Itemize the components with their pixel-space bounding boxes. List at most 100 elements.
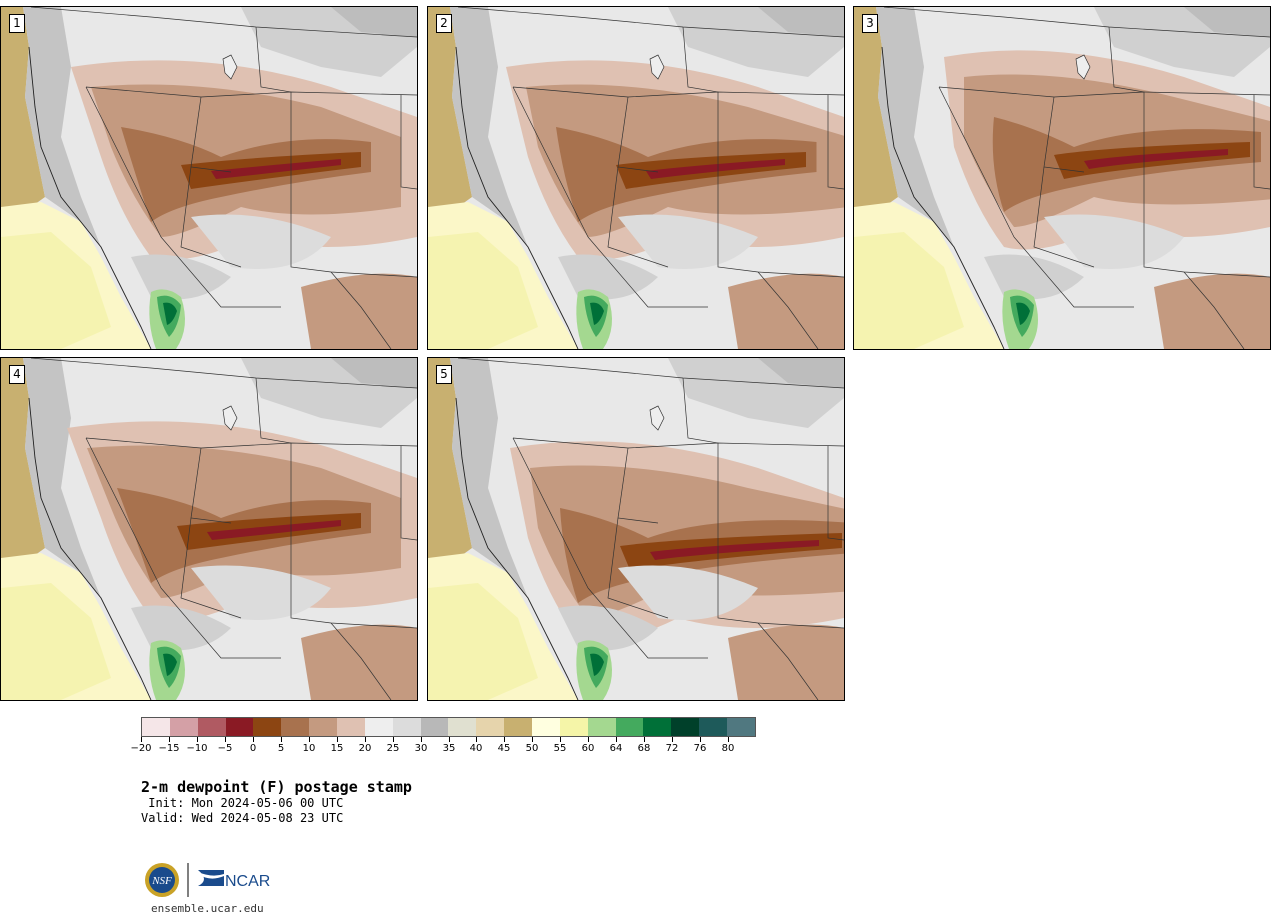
great-salt-lake: [1075, 54, 1091, 80]
colorbar-swatch: [225, 718, 254, 736]
colorbar-tick-label: 45: [497, 743, 511, 754]
colorbar-swatch: [671, 718, 700, 736]
dewpoint-map-1: [1, 7, 417, 349]
colorbar-tick: [393, 737, 394, 742]
extreme-dry-core: [1084, 149, 1228, 169]
state-boundaries: [30, 7, 417, 349]
colorbar-tick: [197, 737, 198, 742]
coastline: [455, 46, 579, 349]
panel-label: 5: [436, 365, 452, 384]
colorbar-tick: [588, 737, 589, 742]
colorbar-swatch: [309, 718, 338, 736]
colorbar-swatch: [337, 718, 365, 736]
offshore-moist-area: [428, 232, 538, 349]
gulf-moisture-peak: [590, 653, 604, 676]
dewpoint-map-3: [854, 7, 1270, 349]
colorbar-swatch: [699, 718, 728, 736]
ensemble-member-panel-2: 2: [427, 6, 845, 350]
colorbar-tick-label: 55: [553, 743, 567, 754]
southern-gray-swath: [558, 254, 658, 300]
colorbar-tick-label: 10: [302, 743, 316, 754]
southeast-dry-patch: [728, 273, 844, 349]
colorbar-tick: [281, 737, 282, 742]
colorbar-tick: [616, 737, 617, 742]
colorbar-swatch: [587, 718, 616, 736]
state-boundaries: [457, 358, 844, 700]
coastal-band: [450, 7, 528, 247]
gulf-moisture-peak: [590, 302, 604, 325]
ncar-logo: NCAR: [198, 870, 270, 890]
state-boundaries: [457, 7, 844, 349]
mid-gray-swath: [1044, 214, 1184, 269]
colorbar-tick: [169, 737, 170, 742]
colorbar-swatch: [364, 718, 393, 736]
nsf-logo-text: NSF: [151, 875, 172, 887]
colorbar-tick: [337, 737, 338, 742]
state-boundaries: [883, 7, 1270, 349]
colorbar-tick: [644, 737, 645, 742]
footer-url: ensemble.ucar.edu: [151, 902, 264, 915]
colorbar-tick: [728, 737, 729, 742]
pacific-ocean: [1, 358, 45, 563]
colorbar-tick-label: 30: [414, 743, 428, 754]
colorbar-tick: [253, 737, 254, 742]
southeast-dry-patch: [301, 273, 417, 349]
colorbar-swatch: [727, 718, 755, 736]
offshore-moist-area: [1, 583, 111, 700]
colorbar-tick-label: 60: [581, 743, 595, 754]
colorbar-tick-label: 50: [525, 743, 539, 754]
colorbar-swatch: [142, 718, 170, 736]
colorbar-tick: [504, 737, 505, 742]
pacific-ocean: [428, 7, 472, 212]
southeast-dry-patch: [301, 624, 417, 700]
ensemble-member-panel-5: 5: [427, 357, 845, 701]
pacific-ocean: [854, 7, 898, 212]
colorbar-tick-label: 15: [330, 743, 344, 754]
colorbar-tick: [532, 737, 533, 742]
colorbar-swatch: [169, 718, 198, 736]
init-time: Init: Mon 2024-05-06 00 UTC: [141, 796, 344, 810]
colorbar-tick-label: 5: [277, 743, 285, 754]
coastline: [28, 46, 152, 349]
colorbar-swatch: [420, 718, 449, 736]
colorbar-tick: [560, 737, 561, 742]
southern-gray-swath: [558, 605, 658, 651]
colorbar-swatch: [643, 718, 672, 736]
north-gray-patch: [1184, 7, 1270, 37]
colorbar-tick-label: −20: [130, 743, 152, 754]
southern-gray-swath: [131, 254, 231, 300]
colorbar-swatch: [559, 718, 588, 736]
panel-label: 1: [9, 14, 25, 33]
colorbar-tick-label: 68: [637, 743, 651, 754]
coastal-band: [450, 358, 528, 598]
colorbar-tick-label: 35: [442, 743, 456, 754]
north-gray-patch: [758, 358, 844, 388]
extreme-dry-core: [650, 540, 819, 560]
mid-gray-swath: [191, 565, 331, 620]
ensemble-member-panel-4: 4: [0, 357, 418, 701]
coastline: [455, 397, 579, 700]
gulf-moisture-peak: [1016, 302, 1030, 325]
north-gray-patch: [331, 358, 417, 388]
colorbar-tick-label: −5: [217, 743, 233, 754]
extreme-dry-core: [207, 520, 341, 540]
north-gray-patch: [331, 7, 417, 37]
colorbar-tick: [421, 737, 422, 742]
colorbar-tick: [365, 737, 366, 742]
figure-title: 2-m dewpoint (F) postage stamp: [141, 778, 412, 796]
great-salt-lake: [649, 54, 665, 80]
colorbar-swatch: [197, 718, 226, 736]
colorbar-tick: [449, 737, 450, 742]
colorbar-swatch: [253, 718, 282, 736]
colorbar-swatch: [392, 718, 421, 736]
colorbar-ticks: −20 −15 −10 −5 0 5 10 15 20 25 30 35 40 45 50 55 60 64 68 7…: [130, 737, 756, 759]
colorbar-tick: [309, 737, 310, 742]
dewpoint-colorbar: [141, 717, 756, 737]
panel-label: 3: [862, 14, 878, 33]
mid-gray-swath: [618, 565, 758, 620]
colorbar-tick-label: 76: [693, 743, 707, 754]
valid-time: Valid: Wed 2024-05-08 23 UTC: [141, 811, 344, 825]
colorbar-tick-label: 20: [358, 743, 372, 754]
colorbar-swatch: [615, 718, 644, 736]
southern-gray-swath: [131, 605, 231, 651]
